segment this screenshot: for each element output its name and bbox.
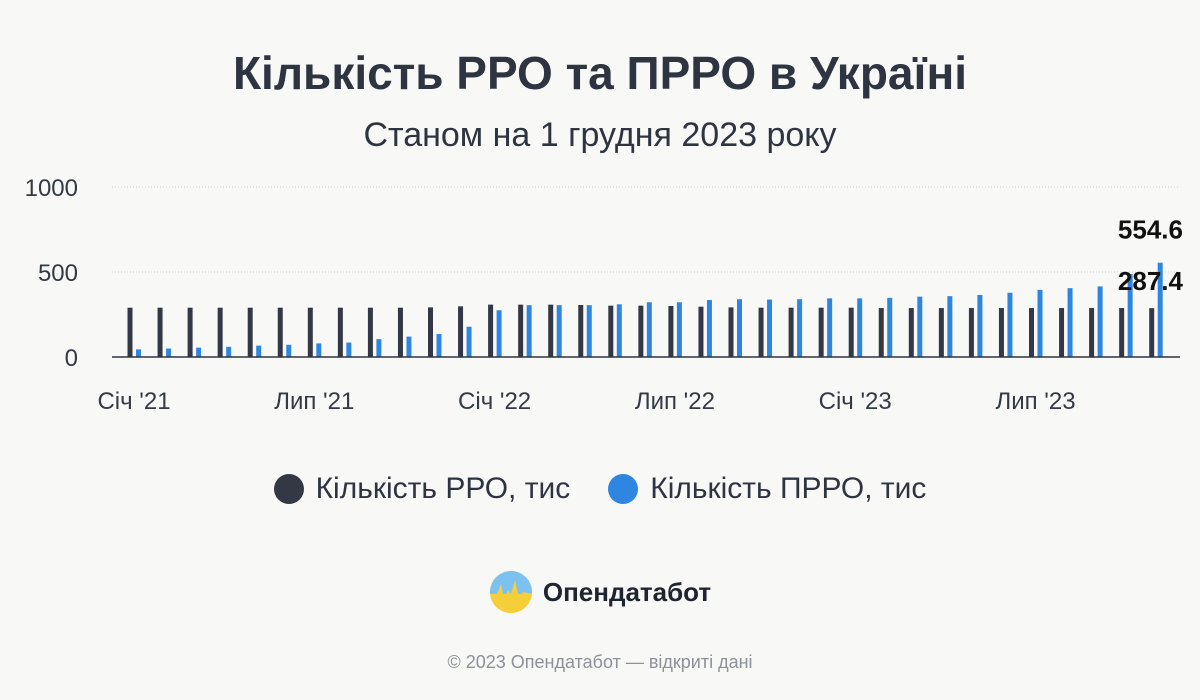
bar-rro bbox=[878, 308, 884, 357]
bar-prro bbox=[827, 298, 833, 357]
legend-item-prro[interactable]: Кількість ПРРО, тис bbox=[608, 472, 926, 506]
bar-prro bbox=[436, 334, 442, 357]
data-label-prro: 554.6 bbox=[1118, 215, 1183, 245]
bar-prro bbox=[586, 305, 592, 357]
bar-prro bbox=[136, 349, 141, 357]
bar-rro bbox=[1059, 308, 1065, 357]
bar-rro bbox=[397, 307, 403, 357]
chart-title: Кількість РРО та ПРРО в Україні bbox=[232, 47, 968, 99]
bar-prro bbox=[616, 304, 622, 357]
y-tick-label: 1000 bbox=[25, 175, 78, 202]
bar-prro bbox=[977, 294, 983, 357]
bar-prro bbox=[737, 299, 742, 357]
bar-rro bbox=[968, 308, 974, 357]
y-tick-label: 0 bbox=[65, 345, 78, 372]
bar-rro bbox=[127, 307, 133, 357]
bar-prro bbox=[887, 297, 893, 357]
bar-prro bbox=[556, 305, 562, 357]
bar-rro bbox=[548, 304, 554, 357]
bar-rro bbox=[247, 307, 253, 357]
bar-prro bbox=[256, 345, 262, 357]
bar-rro bbox=[1119, 308, 1125, 357]
bar-rro bbox=[698, 306, 704, 357]
x-tick-label: Січ '21 bbox=[97, 388, 170, 415]
legend-label-prro: Кількість ПРРО, тис bbox=[650, 472, 927, 505]
legend-swatch-prro bbox=[608, 474, 639, 504]
bar-prro bbox=[166, 348, 172, 357]
bar-rro bbox=[668, 306, 674, 357]
bar-rro bbox=[488, 304, 494, 357]
bar-rro bbox=[1029, 308, 1034, 357]
bar-prro bbox=[676, 302, 682, 357]
chart-subtitle: Станом на 1 грудня 2023 року bbox=[363, 116, 837, 154]
bar-rro bbox=[788, 307, 794, 357]
data-label-rro: 287.4 bbox=[1118, 266, 1184, 296]
bar-prro bbox=[917, 296, 923, 357]
bar-chart: 0 500 1000 Січ '21 Лип '21 Січ '22 Лип '22 Січ … bbox=[25, 175, 1184, 415]
x-tick-label: Січ '22 bbox=[458, 388, 531, 415]
bar-prro bbox=[1097, 286, 1103, 357]
legend-swatch-rro bbox=[273, 474, 304, 504]
bar-prro bbox=[406, 336, 412, 357]
bar-rro bbox=[1089, 308, 1095, 357]
bar-prro bbox=[196, 347, 202, 357]
bar-rro bbox=[908, 308, 914, 357]
bar-prro bbox=[1007, 292, 1013, 357]
bar-prro bbox=[286, 344, 292, 357]
bar-prro bbox=[706, 300, 712, 357]
x-tick-label: Лип '21 bbox=[274, 388, 354, 415]
bar-prro bbox=[496, 310, 502, 357]
x-tick-label: Січ '23 bbox=[819, 388, 892, 415]
bar-rro bbox=[818, 307, 824, 357]
bar-rro bbox=[367, 307, 373, 357]
bar-rro bbox=[307, 307, 313, 357]
bar-rro bbox=[848, 307, 854, 357]
x-tick-label: Лип '23 bbox=[995, 388, 1075, 415]
bar-prro bbox=[767, 299, 773, 357]
bar-rro bbox=[578, 304, 584, 357]
opendatabot-logo-icon bbox=[489, 571, 532, 613]
bar-rro bbox=[187, 307, 193, 357]
legend-item-rro[interactable]: Кількість РРО, тис bbox=[273, 472, 571, 506]
y-tick-label: 500 bbox=[38, 260, 78, 287]
bar-rro bbox=[938, 308, 944, 357]
bar-prro bbox=[526, 305, 532, 357]
brand: Опендатабот bbox=[0, 570, 1200, 614]
bar-rro bbox=[728, 307, 734, 357]
bar-prro bbox=[376, 339, 382, 357]
bar-rro bbox=[1149, 308, 1155, 357]
bar-prro bbox=[466, 326, 472, 357]
legend-label-rro: Кількість РРО, тис bbox=[315, 472, 571, 505]
brand-name: Опендатабот bbox=[542, 576, 712, 607]
bar-prro bbox=[226, 346, 232, 357]
bar-rro bbox=[428, 307, 433, 357]
bar-prro bbox=[346, 342, 352, 357]
bar-rro bbox=[217, 307, 223, 357]
bar-prro bbox=[797, 299, 803, 357]
footer-copyright: © 2023 Опендатабот — відкриті дані bbox=[447, 652, 753, 672]
bar-rro bbox=[337, 307, 343, 357]
bar-prro bbox=[646, 302, 652, 357]
bar-rro bbox=[277, 307, 283, 357]
bar-prro bbox=[947, 296, 953, 357]
bar-prro bbox=[857, 298, 863, 357]
bar-prro bbox=[1037, 289, 1043, 357]
bar-prro bbox=[1157, 262, 1163, 357]
bar-rro bbox=[638, 305, 644, 357]
bar-rro bbox=[758, 307, 764, 357]
x-tick-label: Лип '22 bbox=[635, 388, 715, 415]
chart-legend: Кількість РРО, тис Кількість ПРРО, тис bbox=[0, 472, 1200, 506]
bar-prro bbox=[316, 343, 322, 357]
bar-rro bbox=[998, 308, 1004, 357]
bar-rro bbox=[608, 305, 614, 357]
bar-prro bbox=[1127, 274, 1133, 357]
bar-rro bbox=[458, 306, 464, 357]
bar-prro bbox=[1067, 288, 1073, 357]
bar-rro bbox=[518, 304, 524, 357]
bar-rro bbox=[157, 307, 163, 357]
